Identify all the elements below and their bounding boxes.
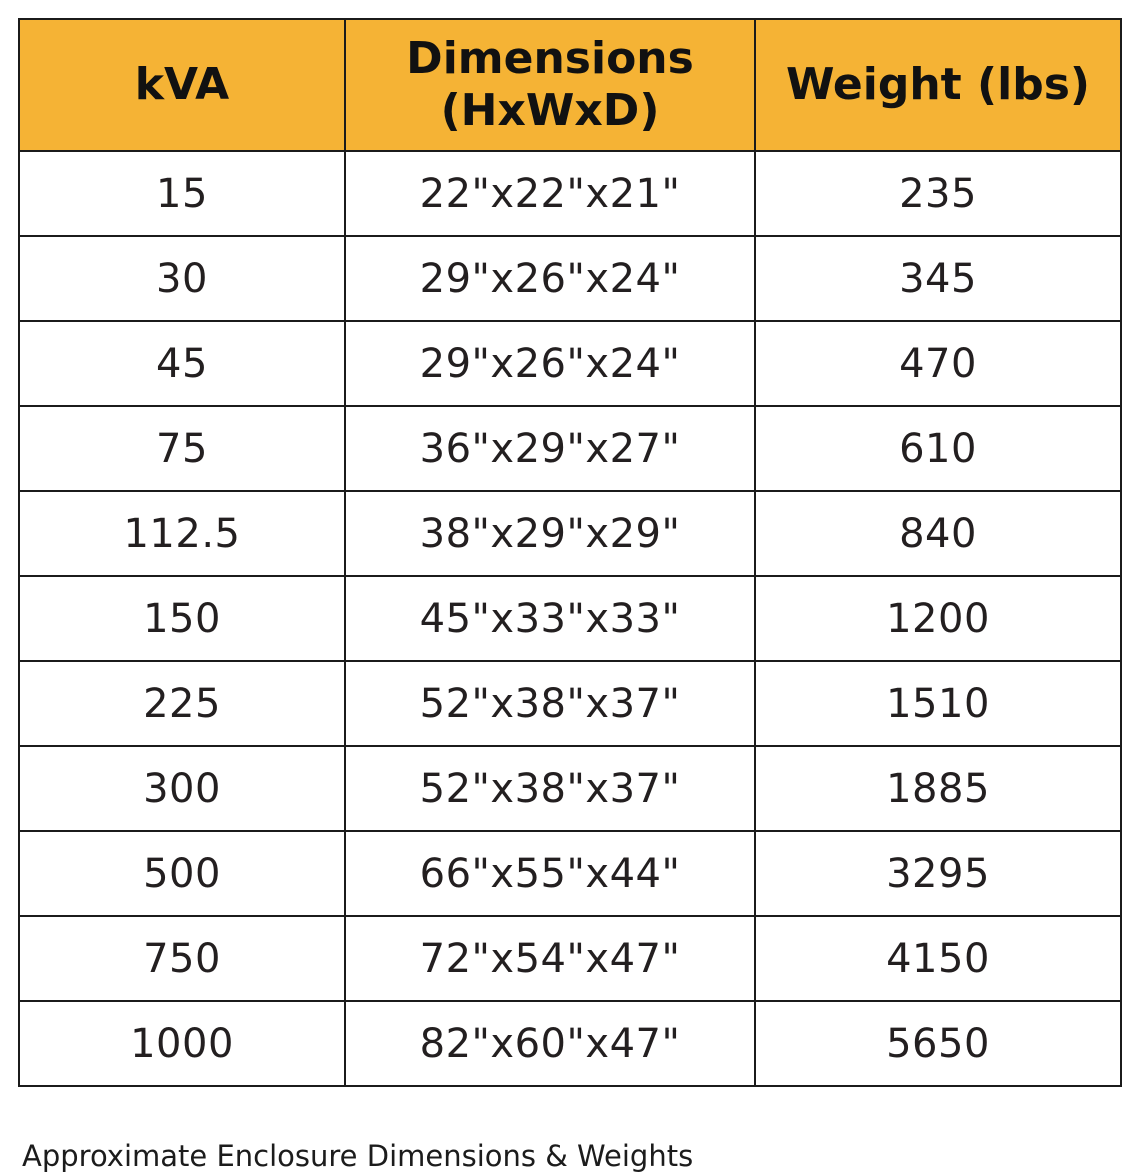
table-cell: 112.5 [18,490,346,577]
table-cell: 29"x26"x24" [344,320,756,407]
table-cell: 15 [18,150,346,237]
table-cell: 45"x33"x33" [344,575,756,662]
table-cell: 4150 [754,915,1122,1002]
table-cell: 5650 [754,1000,1122,1087]
table-row: 225 52"x38"x37" 1510 [18,660,1122,747]
table-row: 150 45"x33"x33" 1200 [18,575,1122,662]
table-cell: 235 [754,150,1122,237]
table-cell: 610 [754,405,1122,492]
table-cell: 22"x22"x21" [344,150,756,237]
column-header-2: Weight (lbs) [754,18,1122,152]
table-cell: 1510 [754,660,1122,747]
column-header-0: kVA [18,18,346,152]
table-cell: 52"x38"x37" [344,745,756,832]
table-row: 75 36"x29"x27" 610 [18,405,1122,492]
table-cell: 750 [18,915,346,1002]
table-cell: 52"x38"x37" [344,660,756,747]
column-header-1: Dimensions (HxWxD) [344,18,756,152]
table-cell: 38"x29"x29" [344,490,756,577]
table-row: 750 72"x54"x47" 4150 [18,915,1122,1002]
table-cell: 345 [754,235,1122,322]
table-cell: 72"x54"x47" [344,915,756,1002]
table-body: 15 22"x22"x21" 235 30 29"x26"x24" 345 45 29"x26… [18,150,1122,1087]
table-header: kVA Dimensions (HxWxD) Weight (lbs) [18,18,1122,152]
table-cell: 29"x26"x24" [344,235,756,322]
header-row: kVA Dimensions (HxWxD) Weight (lbs) [18,18,1122,152]
table-caption: Approximate Enclosure Dimensions & Weigh… [22,1139,694,1173]
table-row: 500 66"x55"x44" 3295 [18,830,1122,917]
table-row: 112.5 38"x29"x29" 840 [18,490,1122,577]
table-cell: 1200 [754,575,1122,662]
table-cell: 82"x60"x47" [344,1000,756,1087]
table-cell: 500 [18,830,346,917]
table-row: 15 22"x22"x21" 235 [18,150,1122,237]
table-cell: 30 [18,235,346,322]
table-row: 300 52"x38"x37" 1885 [18,745,1122,832]
table-cell: 36"x29"x27" [344,405,756,492]
table-cell: 300 [18,745,346,832]
enclosure-spec-table: kVA Dimensions (HxWxD) Weight (lbs) 15 22"x… [18,18,1122,1087]
table-cell: 470 [754,320,1122,407]
table-cell: 150 [18,575,346,662]
table-cell: 840 [754,490,1122,577]
table-row: 45 29"x26"x24" 470 [18,320,1122,407]
table-cell: 66"x55"x44" [344,830,756,917]
table-cell: 3295 [754,830,1122,917]
table-row: 1000 82"x60"x47" 5650 [18,1000,1122,1087]
table-cell: 225 [18,660,346,747]
table-cell: 1000 [18,1000,346,1087]
table-cell: 45 [18,320,346,407]
table-cell: 75 [18,405,346,492]
table-row: 30 29"x26"x24" 345 [18,235,1122,322]
table-cell: 1885 [754,745,1122,832]
